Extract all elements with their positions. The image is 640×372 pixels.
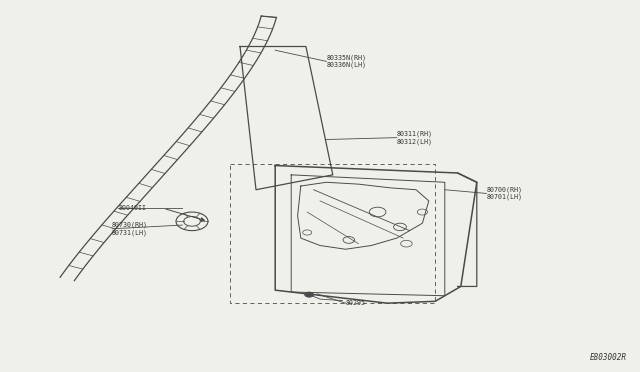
Circle shape xyxy=(305,292,314,297)
Text: 80295: 80295 xyxy=(346,300,365,306)
Text: 80311(RH)
80312(LH): 80311(RH) 80312(LH) xyxy=(397,131,433,145)
Text: 80730(RH)
80731(LH): 80730(RH) 80731(LH) xyxy=(112,222,148,236)
Text: 80040II: 80040II xyxy=(118,205,147,211)
Text: E803002R: E803002R xyxy=(590,353,627,362)
Text: 80700(RH)
80701(LH): 80700(RH) 80701(LH) xyxy=(486,186,522,201)
Text: 80335N(RH)
80336N(LH): 80335N(RH) 80336N(LH) xyxy=(326,54,366,68)
